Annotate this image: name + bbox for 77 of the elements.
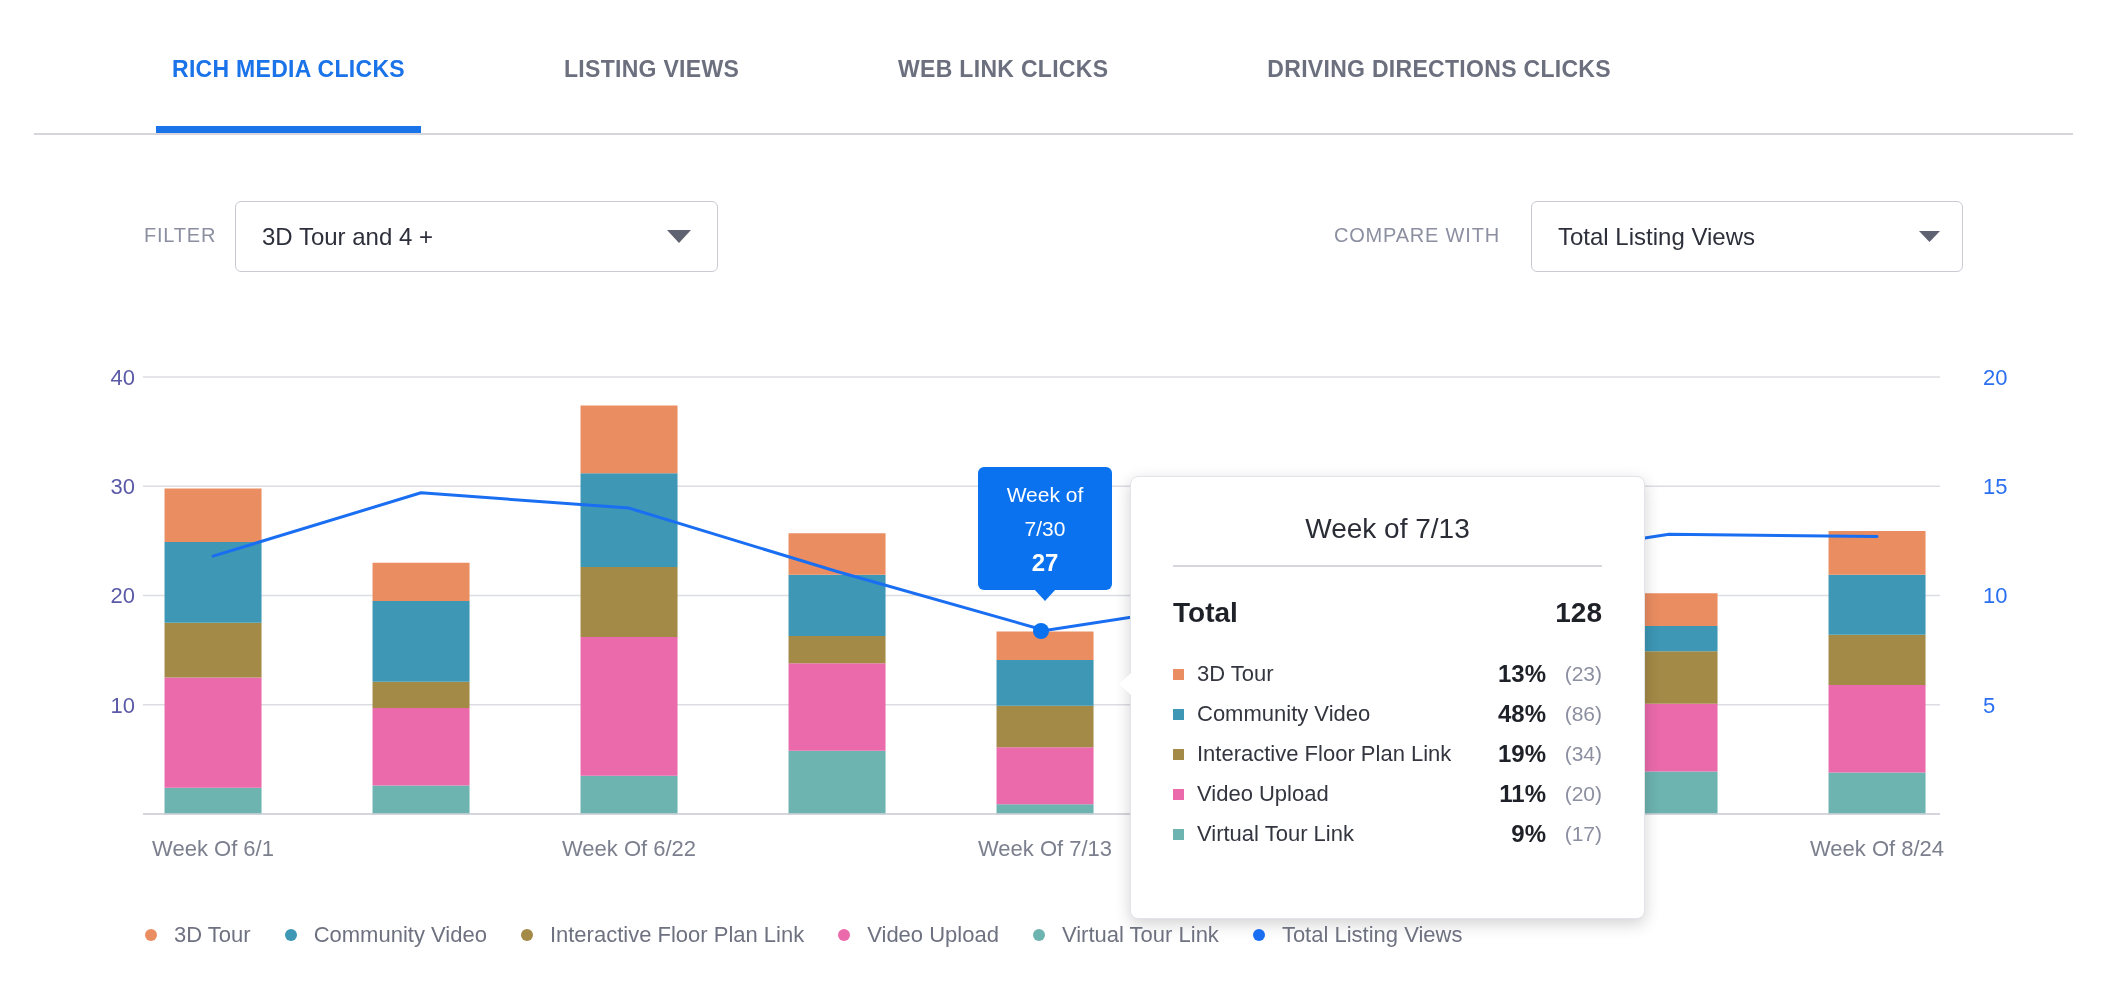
y-tick-label: 40 xyxy=(110,364,135,390)
bar xyxy=(372,562,470,601)
dropdown-field: Total Listing Views xyxy=(1531,201,1963,272)
legend-label: Community Video xyxy=(313,922,487,948)
bar xyxy=(580,473,678,568)
bar xyxy=(164,622,262,678)
text: 9% xyxy=(1511,820,1546,847)
legend-label: 3D Tour xyxy=(174,922,251,948)
bar xyxy=(372,600,470,682)
y-tick-label: 10 xyxy=(110,692,135,718)
text: DRIVING DIRECTIONS CLICKS xyxy=(1267,56,1611,83)
annotation: 128 xyxy=(1555,597,1602,629)
y-tick-label: 20 xyxy=(110,583,135,609)
text: FILTER xyxy=(144,224,217,247)
bar xyxy=(164,677,262,788)
bar xyxy=(996,659,1094,706)
bar xyxy=(788,663,886,751)
bar xyxy=(580,567,678,638)
bar xyxy=(372,681,470,709)
bar xyxy=(788,635,886,664)
bar xyxy=(788,750,886,814)
annotation: (20) xyxy=(1564,782,1602,805)
bar xyxy=(996,804,1094,814)
y2-tick-label: 20 xyxy=(1983,364,2008,390)
annotation: Week of 7/30 xyxy=(1005,481,1085,542)
bar xyxy=(1828,531,1926,575)
annotation: Total xyxy=(1173,597,1238,629)
bar xyxy=(164,787,262,814)
legend-label: Video Upload xyxy=(867,922,999,948)
bar xyxy=(788,533,886,575)
bar xyxy=(996,631,1094,660)
bar xyxy=(788,574,886,636)
bar xyxy=(580,637,678,776)
callout-box: Week of 7/30 27 xyxy=(978,467,1112,590)
annotation: 11% xyxy=(1499,780,1546,807)
bar xyxy=(372,708,470,786)
annotation: 19% xyxy=(1497,740,1546,767)
annotation: (86) xyxy=(1564,702,1602,725)
annotation: Week of 7/13 xyxy=(1305,513,1470,544)
x-tick-label: Week Of 8/24 xyxy=(1809,835,1945,861)
annotation: Video Upload xyxy=(1197,781,1330,807)
annotation: (23) xyxy=(1564,662,1602,685)
annotation: 48% xyxy=(1497,700,1546,727)
annotation: Community Video xyxy=(1197,701,1372,727)
bar xyxy=(1828,574,1926,635)
bar xyxy=(996,747,1094,805)
legend-label: Virtual Tour Link xyxy=(1061,922,1219,948)
bar xyxy=(372,785,470,814)
legend-label: Total Listing Views xyxy=(1281,922,1463,948)
y2-tick-label: 10 xyxy=(1983,583,2008,609)
annotation: 13% xyxy=(1497,660,1546,687)
bar xyxy=(580,405,678,474)
annotation: 3D Tour xyxy=(1197,661,1275,687)
legend-label: Interactive Floor Plan Link xyxy=(549,922,805,948)
text: LISTING VIEWS xyxy=(563,56,740,83)
x-tick-label: Week Of 6/1 xyxy=(152,835,274,861)
chart-title: RICH MEDIA CLICKS xyxy=(172,56,405,82)
y2-tick-label: 5 xyxy=(1983,692,1996,718)
bar xyxy=(1828,634,1926,686)
x-tick-label: Week Of 6/22 xyxy=(561,835,697,861)
x-tick-label: Week Of 7/13 xyxy=(977,835,1113,861)
bar xyxy=(996,705,1094,748)
dropdown-field: 3D Tour and 4 + xyxy=(235,201,718,272)
y2-tick-label: 15 xyxy=(1983,474,2008,500)
annotation: (34) xyxy=(1564,742,1602,765)
bar xyxy=(164,488,262,542)
text: (17) xyxy=(1564,822,1602,845)
bar xyxy=(1828,685,1926,773)
text: Virtual Tour Link xyxy=(1197,821,1354,846)
annotation: 27 xyxy=(1031,547,1059,578)
bar xyxy=(164,541,262,623)
y-tick-label: 30 xyxy=(110,474,135,500)
text: WEB LINK CLICKS xyxy=(898,56,1109,83)
bar xyxy=(1828,772,1926,814)
bar xyxy=(580,775,678,814)
annotation: Interactive Floor Plan Link xyxy=(1197,741,1453,767)
text: COMPARE WITH xyxy=(1334,224,1500,247)
